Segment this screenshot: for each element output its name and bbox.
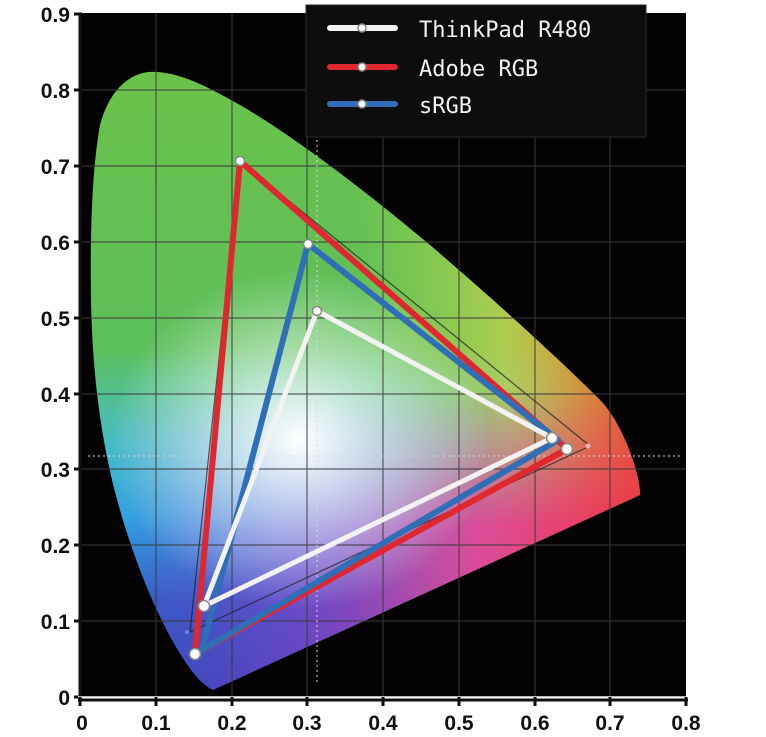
thinkpad-r480-triangle (201, 308, 555, 609)
y-tick-label: 0.7 (41, 156, 70, 179)
y-tick-label: 0.6 (41, 232, 70, 255)
legend-item-adobe-rgb: Adobe RGB (327, 57, 538, 82)
x-tick-label: 0.8 (671, 712, 701, 735)
y-tick-label: 0.3 (41, 459, 70, 482)
legend: ThinkPad R480 Adobe RGB sRGB (305, 4, 647, 138)
y-tick-label: 0.9 (41, 4, 70, 27)
adobe-srgb-red-point (560, 442, 574, 456)
y-tick-label: 0.4 (41, 384, 71, 407)
x-axis: 0 0.1 0.2 0.3 0.4 0.5 0.6 0.7 0.8 (76, 696, 701, 735)
vertex-markers (188, 155, 574, 661)
x-tick-label: 0.3 (292, 712, 321, 735)
adobe-srgb-blue-point (188, 647, 202, 661)
y-tick-label: 0.1 (41, 611, 71, 634)
x-tick-label: 0.5 (444, 712, 474, 735)
x-tick-label: 0.1 (141, 712, 171, 735)
legend-label-thinkpad: ThinkPad R480 (419, 18, 591, 43)
reference-blue-marker (185, 630, 189, 634)
thinkpad-green-point (311, 305, 323, 317)
y-tick-label: 0.5 (41, 308, 71, 331)
x-tick-label: 0 (76, 712, 88, 735)
x-tick-label: 0.2 (217, 712, 246, 735)
legend-item-thinkpad-r480: ThinkPad R480 (327, 18, 591, 43)
y-tick-label: 0.8 (41, 80, 71, 103)
x-tick-label: 0.4 (368, 712, 398, 735)
thinkpad-red-point (545, 431, 559, 445)
reference-red-marker (585, 443, 591, 449)
srgb-green-point (302, 238, 314, 250)
adobe-green-point (234, 155, 246, 167)
thinkpad-blue-point (197, 599, 211, 613)
y-tick-label: 0 (58, 687, 70, 710)
x-tick-label: 0.6 (520, 712, 549, 735)
y-tick-label: 0.2 (41, 535, 70, 558)
legend-item-srgb: sRGB (327, 94, 472, 119)
x-tick-label: 0.7 (595, 712, 624, 735)
white-point-crosshair (88, 40, 680, 685)
legend-label-srgb: sRGB (419, 94, 472, 119)
adobe-rgb-triangle (192, 158, 570, 657)
srgb-triangle (199, 241, 561, 653)
y-axis: 0 0.1 0.2 0.3 0.4 0.5 0.6 0.7 0.8 0.9 (41, 4, 82, 710)
legend-label-adobe-rgb: Adobe RGB (419, 57, 538, 82)
